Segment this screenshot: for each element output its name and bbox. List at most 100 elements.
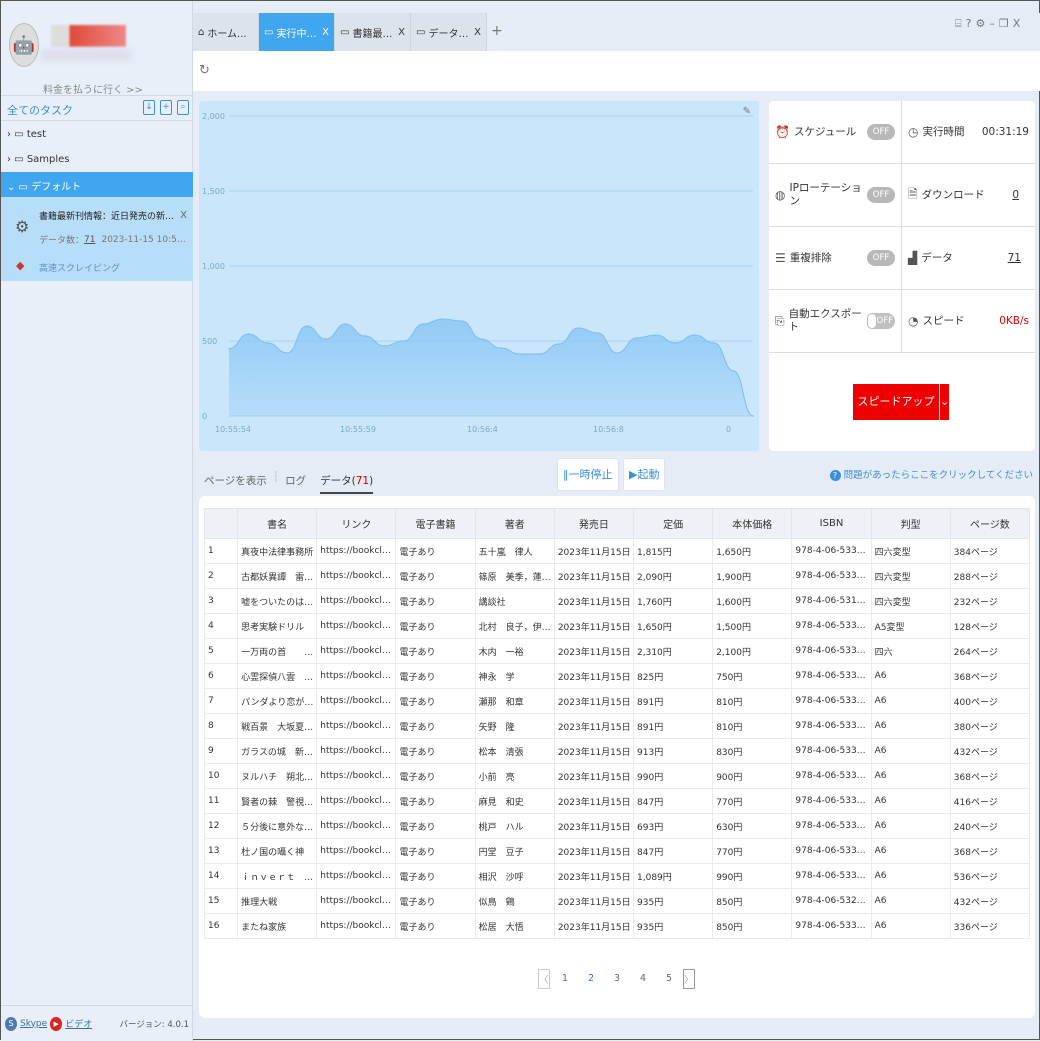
folder-test[interactable]: › ▭ test <box>7 129 47 140</box>
question-icon: ? <box>829 470 841 481</box>
task-close-button[interactable]: X <box>180 210 187 221</box>
table-row[interactable]: 16またね家族https://bookclub.kodans...電子あり松居 … <box>203 913 1031 939</box>
schedule-toggle[interactable]: OFF <box>867 124 895 140</box>
pause-button[interactable]: ‖一時停止 <box>557 458 619 491</box>
prev-page-button[interactable]: 〈 <box>538 969 550 989</box>
next-page-button[interactable]: 〉 <box>683 969 695 989</box>
minimize-icon[interactable]: – <box>989 17 999 30</box>
table-cell: https://bookclub.kodans... <box>316 913 397 939</box>
table-row[interactable]: 13杜ノ国の囁く神https://bookclub.kodans...電子あり円… <box>203 838 1031 864</box>
column-header[interactable]: 判型 <box>870 508 951 539</box>
table-cell: 900円 <box>712 763 793 789</box>
edit-icon[interactable]: ✎ <box>742 106 751 117</box>
all-tasks-label[interactable]: 全てのタスク <box>7 104 73 117</box>
table-cell: 1,500円 <box>712 613 793 639</box>
ip-cell: ◍ IPローテーション OFF <box>769 164 902 227</box>
speedup-button[interactable]: スピードアップ ⌄ <box>853 384 949 420</box>
refresh-icon[interactable]: ↻ <box>199 63 210 78</box>
chevron-down-icon[interactable]: ⌄ <box>939 384 949 420</box>
add-tab-button[interactable]: + <box>491 23 503 39</box>
gift-icon[interactable]: ⌸ <box>955 17 966 30</box>
data-value[interactable]: 71 <box>1007 252 1021 264</box>
tab-data[interactable]: ▭データ-書...X <box>411 13 487 51</box>
help-icon[interactable]: ? <box>965 17 976 30</box>
table-row[interactable]: 1真夜中法律事務所https://bookclub.kodans...電子あり五… <box>203 538 1031 564</box>
tab-books[interactable]: ▭書籍最新...X <box>335 13 411 51</box>
column-header[interactable]: 著者 <box>474 508 555 539</box>
tab-close-button[interactable]: X <box>322 26 329 38</box>
avatar[interactable]: 🤖 <box>9 23 39 67</box>
autoexport-toggle[interactable]: OFF <box>867 313 895 329</box>
table-cell: 一万両の首 鍵屋ノ... <box>237 638 318 664</box>
search-task-icon[interactable]: ⌕ <box>177 100 189 115</box>
page-2[interactable]: 2 <box>588 973 595 984</box>
pause-icon: ‖ <box>563 468 569 481</box>
column-header[interactable]: 電子書籍 <box>395 508 476 539</box>
video-link[interactable]: ビデオ <box>65 1020 93 1030</box>
table-row[interactable]: 3嘘をついたのは、初め...https://bookclub.kodans...… <box>203 588 1031 614</box>
speed-chart: ✎ 0 500 1,000 1,500 2,000 10:55:54 10:55:59 10:… <box>199 101 759 451</box>
table-cell: 相沢 沙呼 <box>474 863 555 889</box>
table-cell: 古都妖異譚 雷神の落... <box>237 563 318 589</box>
ip-toggle[interactable]: OFF <box>867 187 895 203</box>
table-cell: 小前 亮 <box>474 763 555 789</box>
start-label: 起動 <box>637 468 660 481</box>
task-card[interactable]: ⚙ 書籍最新刊情報：近日発売の新刊書籍をチ... X データ数： 71 2023… <box>1 197 193 281</box>
table-cell: 935円 <box>633 888 714 914</box>
task-title[interactable]: 書籍最新刊情報：近日発売の新刊書籍をチ... <box>39 212 175 222</box>
column-header[interactable]: 定価 <box>633 508 714 539</box>
folder-label: Samples <box>26 154 70 165</box>
tab-log[interactable]: ログ <box>285 475 307 487</box>
skype-link[interactable]: Skype <box>20 1018 48 1029</box>
table-cell: 380ページ <box>949 713 1031 739</box>
robot-icon: ⚙ <box>15 217 30 236</box>
tab-close-button[interactable]: X <box>474 26 481 38</box>
speedup-label: スピードアップ <box>857 395 935 408</box>
page-3[interactable]: 3 <box>614 973 621 984</box>
folder-default[interactable]: ⌄ ▭ デフォルト <box>1 172 193 197</box>
tab-page-view[interactable]: ページを表示 <box>204 475 267 487</box>
import-icon[interactable]: ↓ <box>143 100 155 115</box>
page-1[interactable]: 1 <box>562 973 569 984</box>
column-header[interactable]: 発売日 <box>553 508 635 539</box>
tab-data-view[interactable]: データ(71) <box>320 471 374 494</box>
pay-link[interactable]: 料金を払うに行く >> <box>43 85 143 96</box>
data-count[interactable]: 71 <box>84 234 96 245</box>
table-cell: A6 <box>870 788 951 814</box>
column-header[interactable]: 本体価格 <box>712 508 793 539</box>
download-value[interactable]: 0 <box>1012 189 1019 201</box>
table-cell: 416ページ <box>949 788 1031 814</box>
restore-icon[interactable]: ❐ <box>998 17 1013 30</box>
dedupe-toggle[interactable]: OFF <box>867 250 895 266</box>
tab-home[interactable]: ⌂ ホーム... <box>193 13 259 51</box>
data-point <box>674 342 677 344</box>
column-header[interactable]: ページ数 <box>949 508 1031 539</box>
close-icon[interactable]: X <box>1012 17 1025 30</box>
folder-samples[interactable]: › ▭ Samples <box>7 154 70 165</box>
data-point <box>228 347 230 350</box>
help-link[interactable]: ? 問題があったらここをクリックしてください <box>829 467 1033 481</box>
column-header[interactable]: リンク <box>316 508 397 539</box>
settings-icon[interactable]: ⚙ <box>975 17 990 30</box>
column-header[interactable]: 書名 <box>237 508 318 539</box>
column-header[interactable] <box>203 508 239 539</box>
page-4[interactable]: 4 <box>640 973 647 984</box>
table-row[interactable]: 7パンダより恋が苦手な...https://bookclub.kodans...… <box>203 688 1031 714</box>
tab-running[interactable]: ▭実行中書...X <box>259 13 335 51</box>
page-5[interactable]: 5 <box>666 973 673 984</box>
table-row[interactable]: 4思考実験ドリルhttps://bookclub.kodans...電子あり北村… <box>203 613 1031 639</box>
tab-close-button[interactable]: X <box>398 26 405 38</box>
column-header[interactable]: ISBN <box>791 508 872 539</box>
add-task-icon[interactable]: + <box>160 100 172 115</box>
start-button[interactable]: ▶起動 <box>623 458 666 491</box>
